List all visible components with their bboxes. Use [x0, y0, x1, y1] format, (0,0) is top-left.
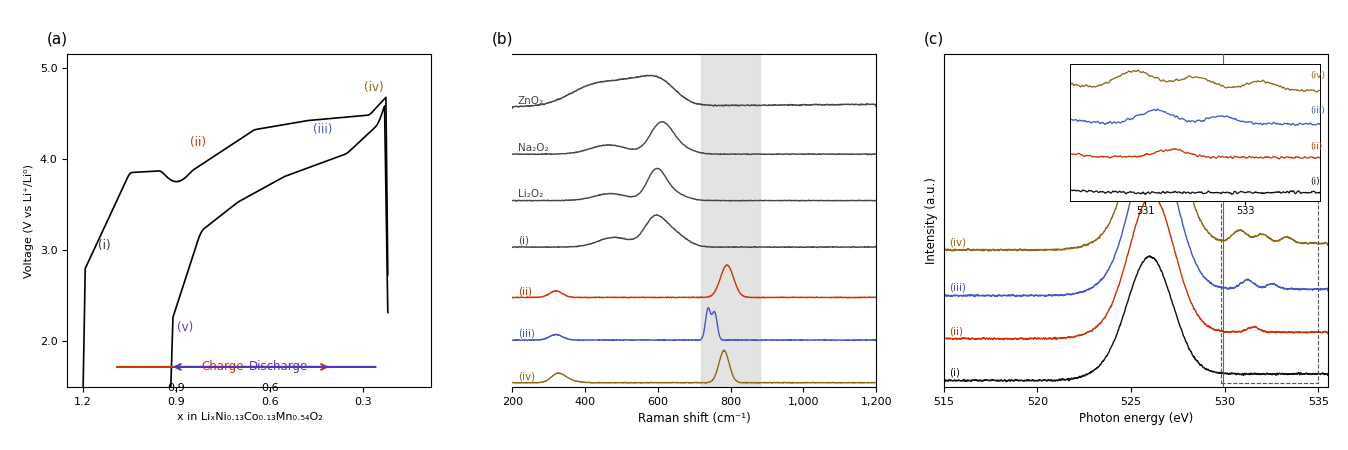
Text: 0.6: 0.6	[260, 383, 279, 393]
Text: 0.9: 0.9	[167, 383, 185, 393]
Bar	[701, 54, 760, 387]
Text: (b): (b)	[492, 32, 514, 46]
Y-axis label: Intensity (a.u.): Intensity (a.u.)	[925, 177, 938, 264]
Text: (iii): (iii)	[313, 123, 332, 136]
X-axis label: Photon energy (eV): Photon energy (eV)	[1078, 412, 1193, 425]
Bar	[1221, 180, 1318, 383]
Text: (i): (i)	[518, 236, 528, 246]
X-axis label: Raman shift (cm⁻¹): Raman shift (cm⁻¹)	[638, 412, 751, 425]
Text: Charge: Charge	[202, 360, 244, 374]
Text: (ii): (ii)	[518, 286, 531, 296]
Text: (i): (i)	[98, 239, 111, 252]
Text: (iv): (iv)	[518, 371, 535, 381]
Text: ZnO₂: ZnO₂	[518, 96, 543, 106]
Y-axis label: Voltage (V vs Li⁺/Li⁰): Voltage (V vs Li⁺/Li⁰)	[24, 163, 34, 278]
Text: Li₂O₂: Li₂O₂	[518, 189, 543, 199]
Text: (iv): (iv)	[949, 237, 967, 247]
Text: (c): (c)	[923, 32, 944, 46]
Text: (iii): (iii)	[518, 328, 535, 338]
X-axis label: x in LiₓNi₀.₁₃Co₀.₁₃Mn₀.₅₄O₂: x in LiₓNi₀.₁₃Co₀.₁₃Mn₀.₅₄O₂	[177, 412, 322, 422]
Text: (iii): (iii)	[949, 283, 967, 293]
Text: Discharge: Discharge	[249, 360, 309, 374]
Text: (v): (v)	[178, 321, 194, 334]
Text: (a): (a)	[47, 32, 69, 46]
Text: (iv): (iv)	[364, 81, 384, 94]
Text: (ii): (ii)	[190, 136, 206, 149]
Text: (ii): (ii)	[949, 326, 964, 336]
Text: Na₂O₂: Na₂O₂	[518, 143, 549, 153]
Text: (i): (i)	[949, 368, 960, 378]
